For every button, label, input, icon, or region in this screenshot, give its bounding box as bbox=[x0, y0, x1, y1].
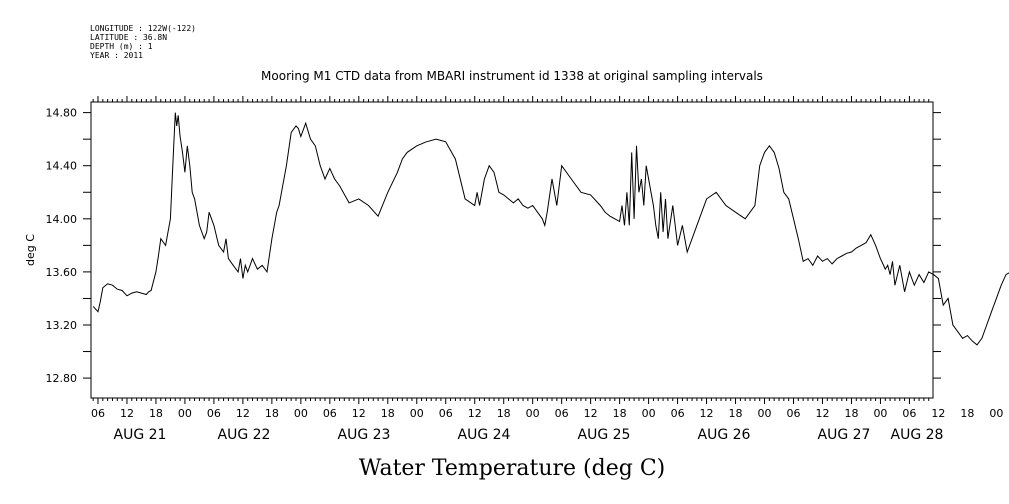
x-tick-label: 18 bbox=[844, 407, 858, 420]
x-tick-label: 06 bbox=[555, 407, 569, 420]
x-tick-label: 12 bbox=[931, 407, 945, 420]
x-tick-label: 06 bbox=[787, 407, 801, 420]
chart-title: Mooring M1 CTD data from MBARI instrumen… bbox=[261, 69, 763, 83]
x-tick-label: 06 bbox=[207, 407, 221, 420]
x-tick-label: 18 bbox=[149, 407, 163, 420]
x-tick-label: 06 bbox=[323, 407, 337, 420]
x-day-label: AUG 22 bbox=[218, 427, 271, 443]
x-tick-label: 00 bbox=[642, 407, 656, 420]
x-tick-label: 00 bbox=[178, 407, 192, 420]
x-tick-label: 00 bbox=[410, 407, 424, 420]
y-tick-label: 13.20 bbox=[46, 319, 78, 332]
x-tick-label: 12 bbox=[236, 407, 250, 420]
x-tick-label: 06 bbox=[671, 407, 685, 420]
x-tick-label: 12 bbox=[815, 407, 829, 420]
meta-latitude: LATITUDE : 36.8N bbox=[90, 33, 167, 42]
meta-longitude: LONGITUDE : 122W(-122) bbox=[90, 24, 196, 33]
x-tick-label: 00 bbox=[758, 407, 772, 420]
x-tick-label: 18 bbox=[613, 407, 627, 420]
x-axis: 06 12 18 00 06 12 18 00 06 12 18 00 06 12 18 00 06 12 18 00… bbox=[91, 407, 1003, 443]
x-tick-label: 06 bbox=[439, 407, 453, 420]
minor-ticks bbox=[92, 96, 930, 404]
x-tick-label: 12 bbox=[584, 407, 598, 420]
x-tick-label: 18 bbox=[381, 407, 395, 420]
x-tick-label: 18 bbox=[960, 407, 974, 420]
x-tick-label: 00 bbox=[873, 407, 887, 420]
x-tick-label: 00 bbox=[526, 407, 540, 420]
x-day-label: AUG 25 bbox=[578, 427, 631, 443]
x-tick-label: 12 bbox=[468, 407, 482, 420]
plot-frame bbox=[90, 101, 934, 399]
meta-year: YEAR : 2011 bbox=[90, 51, 143, 60]
x-day-label: AUG 28 bbox=[891, 427, 944, 443]
x-tick-label: 18 bbox=[497, 407, 511, 420]
x-tick-label: 12 bbox=[352, 407, 366, 420]
y-tick-label: 14.00 bbox=[46, 213, 78, 226]
y-axis: 12.80 13.20 13.60 14.00 14.40 14.80 bbox=[46, 107, 941, 385]
y-tick-label: 14.80 bbox=[46, 107, 78, 120]
x-tick-label: 06 bbox=[91, 407, 105, 420]
x-axis-label: Water Temperature (deg C) bbox=[359, 456, 666, 481]
x-tick-label: 18 bbox=[265, 407, 279, 420]
x-tick-label: 12 bbox=[700, 407, 714, 420]
x-day-label: AUG 27 bbox=[818, 427, 871, 443]
x-day-label: AUG 21 bbox=[114, 427, 167, 443]
x-tick-label: 00 bbox=[989, 407, 1003, 420]
x-tick-label: 06 bbox=[902, 407, 916, 420]
x-day-label: AUG 24 bbox=[458, 427, 511, 443]
x-tick-label: 18 bbox=[729, 407, 743, 420]
y-tick-label: 13.60 bbox=[46, 266, 78, 279]
y-tick-label: 14.40 bbox=[46, 160, 78, 173]
x-day-label: AUG 23 bbox=[338, 427, 391, 443]
x-day-label: AUG 26 bbox=[698, 427, 751, 443]
y-axis-label: deg C bbox=[24, 234, 37, 266]
y-tick-label: 12.80 bbox=[46, 372, 78, 385]
x-tick-label: 00 bbox=[294, 407, 308, 420]
series-line-water-temperature bbox=[92, 112, 1009, 346]
meta-depth: DEPTH (m) : 1 bbox=[90, 42, 153, 51]
x-tick-label: 12 bbox=[120, 407, 134, 420]
